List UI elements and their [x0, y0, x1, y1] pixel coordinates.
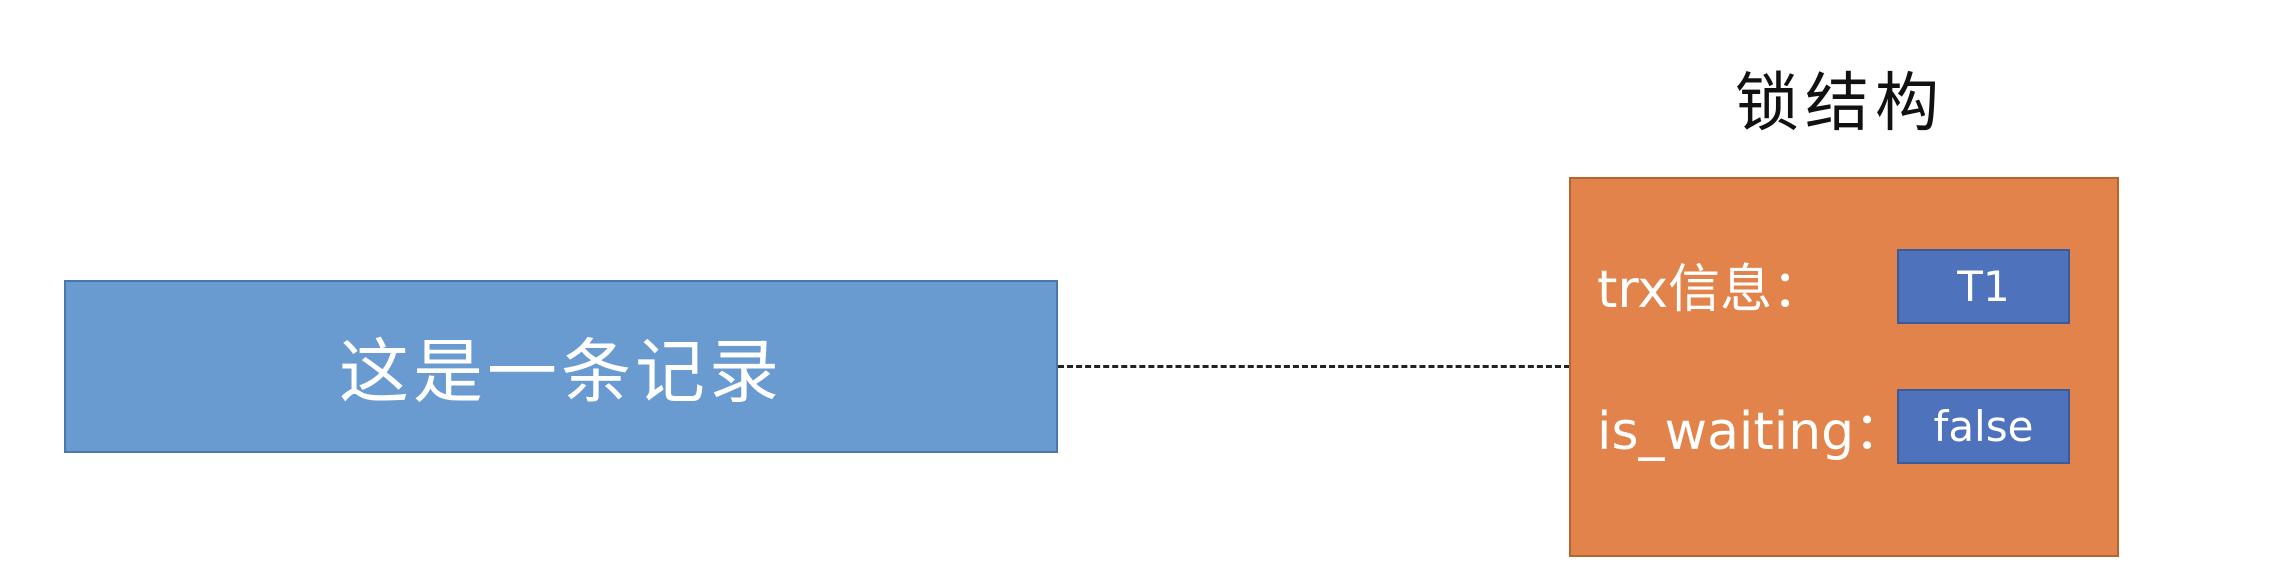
- lock-structure-title: 锁结构: [1735, 67, 1945, 141]
- trx-info-label: trx信息：: [1597, 260, 1825, 320]
- is-waiting-value-text: false: [1933, 402, 2034, 451]
- trx-info-value: T1: [1897, 249, 2070, 324]
- dashed-connector: [1058, 365, 1570, 368]
- trx-info-value-text: T1: [1957, 262, 2010, 311]
- lock-structure-box: trx信息： T1 is_waiting： false: [1569, 177, 2119, 557]
- record-box: 这是一条记录: [64, 280, 1058, 453]
- is-waiting-label: is_waiting：: [1597, 402, 1907, 462]
- is-waiting-value: false: [1897, 389, 2070, 464]
- record-label: 这是一条记录: [339, 331, 783, 413]
